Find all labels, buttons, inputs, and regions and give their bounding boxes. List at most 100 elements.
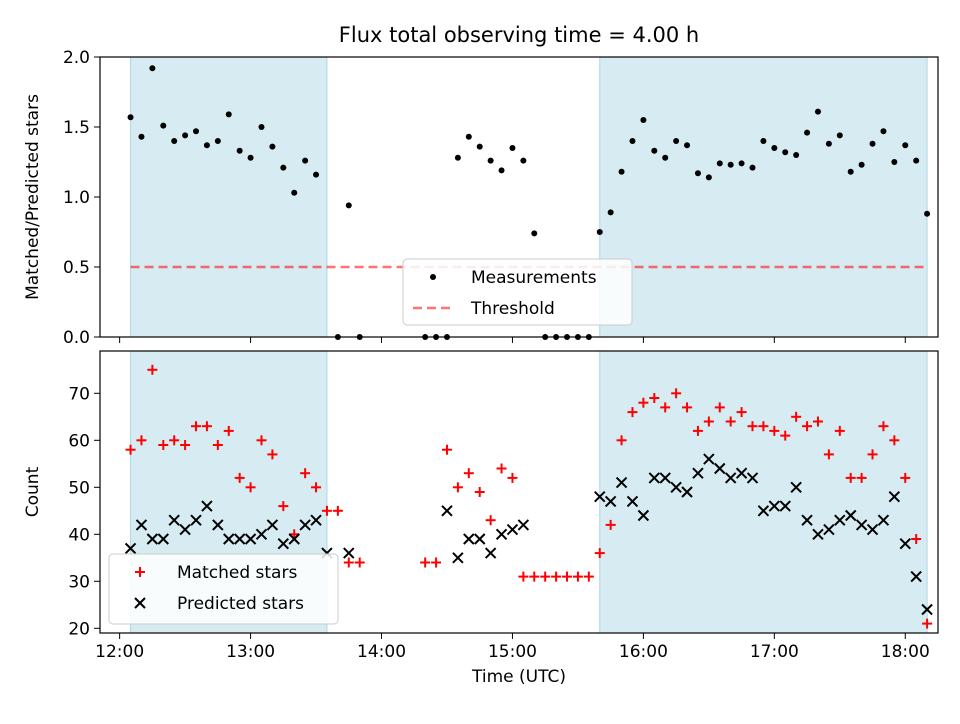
legend-box [108,553,339,625]
data-point [703,416,714,427]
data-point [594,548,605,559]
data-point [517,519,530,531]
data-point [671,388,682,399]
data-point [705,174,712,181]
data-point [858,161,865,168]
data-point [507,472,518,483]
data-point [201,500,213,512]
data-point [845,472,856,483]
data-point [880,128,887,135]
x-stroke [343,547,355,559]
data-point [847,168,854,175]
data-point [147,364,158,375]
data-point [812,528,824,541]
data-point [922,618,933,629]
data-point [169,435,180,446]
x-tick-label: 18:00 [881,642,930,662]
x-stroke [637,509,650,522]
x-stroke [474,533,486,545]
x-stroke [801,514,813,526]
data-point [825,140,832,147]
data-point [682,402,693,413]
legend-label: Measurements [471,268,597,288]
data-point [856,472,867,483]
data-point [801,514,813,526]
data-point [180,440,191,450]
y-tick-label: 2.0 [63,48,90,68]
data-point [125,444,136,455]
data-point [760,138,767,144]
legend-box [402,258,633,326]
y-tick-label: 40 [68,525,90,545]
x-stroke [866,523,879,536]
x-stroke [495,528,508,541]
data-point [441,444,452,455]
x-axis-label: Time (UTC) [471,667,566,687]
data-point [345,202,352,209]
x-stroke [746,472,759,484]
series-matched-stars [125,364,933,629]
data-point [157,533,169,545]
x-stroke [157,533,169,545]
x-stroke [190,514,202,526]
data-point [236,147,243,154]
data-point [212,519,224,531]
data-point [288,533,300,545]
x-stroke [626,495,639,508]
data-point [168,514,180,526]
data-point [280,164,287,171]
legend: Matched stars Predicted stars [108,553,339,625]
data-point [662,154,669,161]
data-point [627,407,638,418]
x-stroke [823,523,835,536]
data-point [659,472,671,484]
x-stroke [212,519,224,531]
data-point [431,557,442,568]
legend: Measurements Threshold [402,258,633,326]
data-point [313,171,320,178]
data-point [160,122,167,129]
data-point [607,209,614,216]
data-point [487,157,494,164]
data-point [888,490,901,503]
data-point [496,463,507,474]
data-point [834,425,845,436]
data-point [911,534,922,544]
data-point [899,537,911,550]
data-point [310,514,322,526]
x-stroke [768,500,781,512]
x-tick-label: 17:00 [750,642,799,662]
data-point [604,495,617,508]
data-point [836,132,843,139]
data-point [637,509,650,522]
data-point [823,449,834,460]
data-point [476,143,483,150]
data-point [135,519,148,531]
data-point [780,430,791,441]
data-point [692,467,704,479]
shaded-interval [130,56,328,338]
legend-label: Predicted stars [177,594,304,614]
data-point [681,486,693,498]
data-point [190,514,202,526]
data-point [845,509,857,522]
data-point [201,421,212,432]
data-point [454,154,461,161]
data-point [877,514,890,526]
data-point [640,117,647,123]
data-point [747,421,758,432]
data-point [247,154,254,161]
data-point [420,557,431,568]
x-stroke [179,523,191,536]
data-point [498,167,505,174]
legend-label: Threshold [470,299,555,319]
data-point [529,571,540,582]
y-tick-label: 60 [68,431,90,451]
data-point [485,515,496,526]
x-stroke [201,500,213,512]
data-point [670,481,682,494]
data-point [782,149,789,156]
data-point [605,519,616,530]
x-stroke [779,500,791,512]
